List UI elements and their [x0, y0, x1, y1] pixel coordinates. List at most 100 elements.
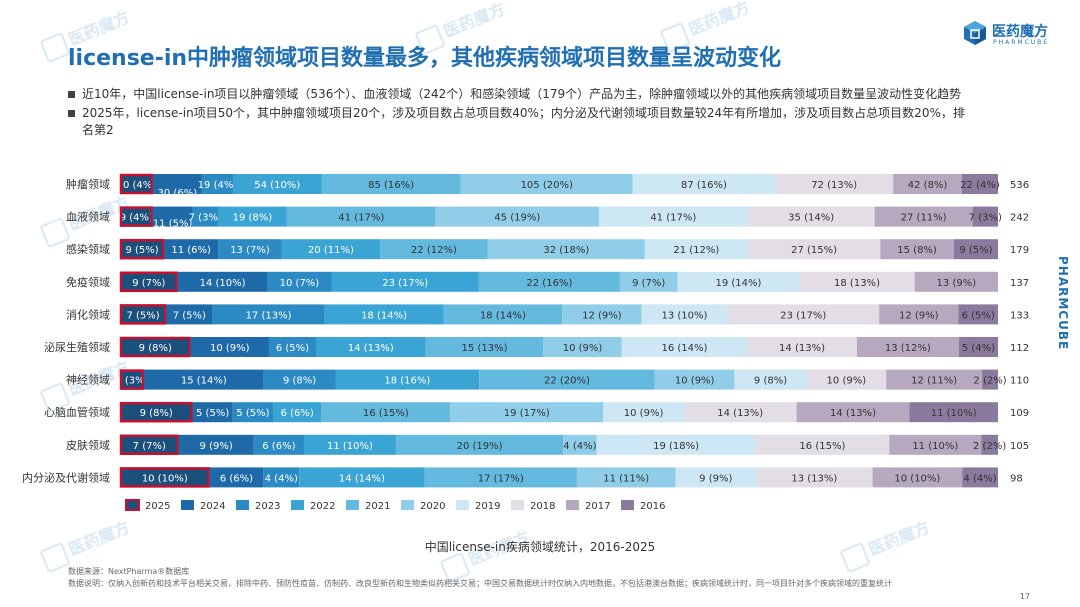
data-label: 15 (14%)	[181, 376, 227, 387]
category-label: 心脑血管领域	[44, 405, 110, 419]
bar-segment	[263, 467, 300, 488]
data-label: 18 (14%)	[361, 310, 407, 321]
bar-segment	[747, 206, 875, 227]
data-label: 14 (13%)	[348, 343, 394, 354]
cube-logo-icon	[964, 21, 986, 45]
bar-segment	[478, 271, 620, 292]
bar-segment	[425, 337, 544, 357]
data-label: 6 (6%)	[220, 473, 253, 484]
data-label: 9 (8%)	[754, 376, 787, 387]
data-label: 18 (14%)	[480, 310, 526, 321]
total-label: 179	[1010, 245, 1029, 256]
bullet-square-icon	[68, 91, 75, 98]
bar-segment	[683, 402, 797, 423]
data-label: 9 (9%)	[699, 473, 732, 484]
category-label: 肿瘤领域	[66, 177, 110, 191]
bar-segment	[874, 206, 973, 227]
bar-segment	[120, 206, 153, 227]
data-label: 105 (20%)	[521, 180, 573, 191]
bar-segment	[324, 304, 444, 325]
data-source: 数据来源：NextPharma®数据库	[68, 567, 190, 576]
bar-segment	[120, 467, 210, 488]
bar-segment	[201, 174, 234, 194]
legend-swatch	[456, 500, 469, 510]
data-label: 11 (5%)	[153, 219, 193, 230]
data-label: 10 (9%)	[210, 343, 250, 354]
bar-segment	[982, 369, 998, 390]
bar-segment	[192, 402, 233, 423]
category-label: 神经领域	[66, 373, 110, 387]
data-label: 13 (12%)	[885, 343, 931, 354]
bar-segment	[981, 434, 998, 455]
bar-segment	[734, 369, 807, 390]
bar-segment	[958, 304, 998, 325]
legend-label: 2023	[255, 501, 280, 512]
bar-segment	[321, 174, 461, 194]
bullet-item: 2025年，license-in项目50个，其中肿瘤领域项目20个，涉及项目数占…	[66, 105, 966, 139]
bar-segment	[331, 271, 479, 292]
legend-label: 2019	[475, 501, 500, 512]
data-label: 30 (6%)	[158, 188, 198, 199]
bar-segment	[450, 402, 604, 423]
data-label: 13 (7%)	[230, 245, 270, 256]
data-label: 15 (13%)	[462, 343, 508, 354]
data-label: 12 (11%)	[911, 376, 957, 387]
data-label: 18 (13%)	[834, 278, 880, 289]
bar-segment	[856, 337, 959, 357]
data-label: 7 (5%)	[173, 310, 206, 321]
bar-segment	[209, 467, 264, 488]
data-label: 7 (3%)	[969, 213, 1002, 224]
data-label: 13 (13%)	[791, 473, 837, 484]
bar-segment	[796, 402, 910, 423]
bar-segment	[152, 174, 202, 194]
data-label: 22 (12%)	[411, 245, 457, 256]
data-label: 13 (9%)	[937, 278, 977, 289]
data-label: 19 (17%)	[504, 408, 550, 419]
bar-segment	[479, 369, 655, 390]
bar-segment	[755, 434, 890, 455]
data-label: 11 (10%)	[327, 441, 373, 452]
highlight-2025-box	[119, 271, 178, 293]
legend-swatch	[236, 500, 249, 510]
data-label: 9 (8%)	[140, 408, 173, 419]
legend-swatch	[346, 500, 359, 510]
data-label: 16 (14%)	[661, 343, 707, 354]
brand-logo: 医药魔方 PHARMCUBE	[962, 20, 1072, 46]
bar-segment	[268, 337, 316, 357]
bar-segment	[675, 467, 757, 488]
bar-segment	[192, 206, 218, 227]
bar-segment	[177, 271, 268, 292]
data-label: 10 (10%)	[894, 473, 940, 484]
bar-segment	[190, 337, 269, 357]
data-label: 6 (6%)	[262, 441, 295, 452]
legend-label: 2024	[200, 501, 225, 512]
legend-label: 2018	[530, 501, 555, 512]
legend-label: 2016	[640, 501, 665, 512]
data-label: 12 (9%)	[582, 310, 622, 321]
data-label: 21 (12%)	[673, 245, 719, 256]
highlight-2025-box	[119, 369, 145, 390]
bar-segment	[212, 304, 325, 325]
bar-segment	[286, 206, 436, 227]
bar-segment	[217, 206, 287, 227]
data-label: 10 (7%)	[280, 278, 320, 289]
bar-segment	[379, 239, 488, 260]
data-label: 19 (18%)	[653, 441, 699, 452]
bar-segment	[886, 369, 983, 390]
legend-label: 2017	[585, 501, 610, 512]
data-label: 9 (5%)	[125, 245, 158, 256]
bar-segment	[747, 239, 881, 260]
data-label: 5 (4%)	[962, 343, 995, 354]
logo-text-cn: 医药魔方	[992, 24, 1048, 40]
bar-segment	[166, 304, 213, 325]
bar-segment	[321, 402, 451, 423]
bar-segment	[576, 467, 676, 488]
data-label: 19 (8%)	[233, 213, 273, 224]
data-label: 2 (2%)	[973, 376, 1006, 387]
bar-segment	[335, 369, 480, 390]
data-label: 14 (13%)	[830, 408, 876, 419]
bar-segment	[596, 434, 756, 455]
data-label: 2 (2%)	[973, 441, 1006, 452]
bar-segment	[267, 271, 332, 292]
